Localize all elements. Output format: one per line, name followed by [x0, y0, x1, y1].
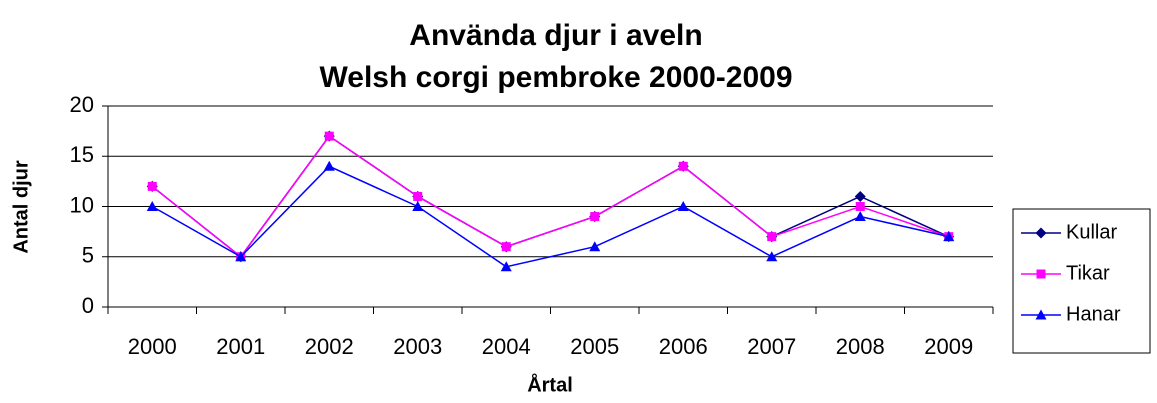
data-point	[589, 241, 601, 252]
x-tick-label: 2002	[305, 334, 354, 359]
data-point	[855, 202, 865, 211]
series-line	[151, 135, 949, 258]
data-point	[412, 201, 424, 211]
legend-marker	[1035, 309, 1047, 320]
data-point	[854, 190, 866, 202]
data-point	[235, 251, 247, 262]
x-axis-label: Årtal	[527, 372, 573, 396]
legend-label: Kullar	[1066, 221, 1117, 243]
x-tick-label: 2009	[924, 334, 973, 359]
x-tick-label: 2003	[393, 334, 442, 359]
data-point	[324, 131, 334, 141]
data-point	[590, 212, 600, 222]
data-point	[146, 201, 158, 211]
data-point	[323, 160, 335, 171]
y-tick-label: 10	[70, 192, 94, 217]
x-tick-label: 2000	[128, 334, 177, 359]
legend-marker	[1035, 227, 1047, 239]
data-point	[854, 211, 866, 222]
data-point	[147, 181, 157, 191]
x-tick-label: 2007	[747, 334, 796, 359]
y-axis-label: Antal djur	[10, 160, 32, 254]
x-tick-label: 2006	[659, 334, 708, 359]
y-tick-label: 15	[70, 142, 94, 167]
y-tick-label: 0	[82, 293, 94, 318]
legend-marker	[1036, 269, 1046, 279]
series-line	[151, 165, 949, 268]
data-point	[500, 261, 512, 272]
data-point	[678, 161, 688, 171]
data-point	[677, 201, 689, 211]
x-tick-label: 2008	[836, 334, 885, 359]
x-tick-label: 2004	[482, 334, 531, 359]
legend-label: Hanar	[1066, 303, 1121, 325]
data-point	[413, 191, 423, 201]
chart-subtitle: Welsh corgi pembroke 2000-2009	[320, 61, 793, 94]
data-point	[943, 231, 955, 242]
series-line	[151, 135, 950, 258]
y-tick-label: 5	[82, 243, 94, 268]
chart-title: Använda djur i aveln	[409, 19, 702, 52]
y-tick-label: 20	[70, 92, 94, 117]
data-point	[767, 232, 777, 242]
data-point	[501, 242, 511, 252]
data-point	[766, 251, 778, 262]
legend-label: Tikar	[1066, 262, 1110, 284]
x-tick-label: 2005	[570, 334, 619, 359]
x-tick-label: 2001	[216, 334, 265, 359]
